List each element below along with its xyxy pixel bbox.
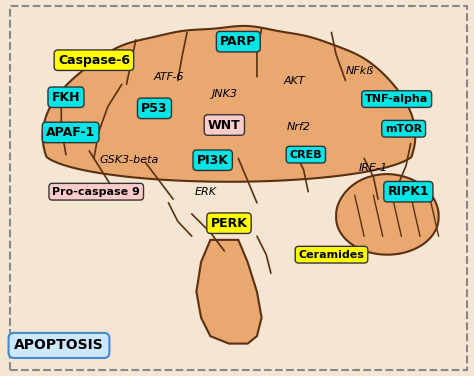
Text: Pro-caspase 9: Pro-caspase 9 bbox=[52, 187, 140, 197]
Text: APOPTOSIS: APOPTOSIS bbox=[14, 338, 104, 352]
Text: TNF-alpha: TNF-alpha bbox=[365, 94, 428, 104]
Text: Ceramides: Ceramides bbox=[299, 250, 365, 260]
Polygon shape bbox=[196, 240, 262, 344]
Text: PARP: PARP bbox=[220, 35, 256, 48]
Text: GSK3-beta: GSK3-beta bbox=[99, 155, 158, 165]
Text: NFkß: NFkß bbox=[345, 66, 374, 76]
Text: JNK3: JNK3 bbox=[211, 88, 237, 99]
Text: PI3K: PI3K bbox=[197, 154, 228, 167]
Text: mTOR: mTOR bbox=[385, 124, 422, 134]
Text: RIPK1: RIPK1 bbox=[388, 185, 429, 198]
Text: Caspase-6: Caspase-6 bbox=[58, 54, 130, 67]
Text: FKH: FKH bbox=[52, 91, 80, 104]
Text: ATF-6: ATF-6 bbox=[153, 72, 184, 82]
Text: CREB: CREB bbox=[290, 150, 322, 160]
Text: ERK: ERK bbox=[195, 187, 217, 197]
Text: AKT: AKT bbox=[283, 76, 305, 86]
Text: WNT: WNT bbox=[208, 118, 241, 132]
Text: P53: P53 bbox=[141, 102, 168, 115]
Text: APAF-1: APAF-1 bbox=[46, 126, 95, 139]
Text: IRE-1: IRE-1 bbox=[359, 163, 388, 173]
Text: Nrf2: Nrf2 bbox=[287, 122, 311, 132]
Polygon shape bbox=[43, 26, 415, 182]
Polygon shape bbox=[336, 174, 438, 255]
Text: PERK: PERK bbox=[210, 217, 247, 230]
